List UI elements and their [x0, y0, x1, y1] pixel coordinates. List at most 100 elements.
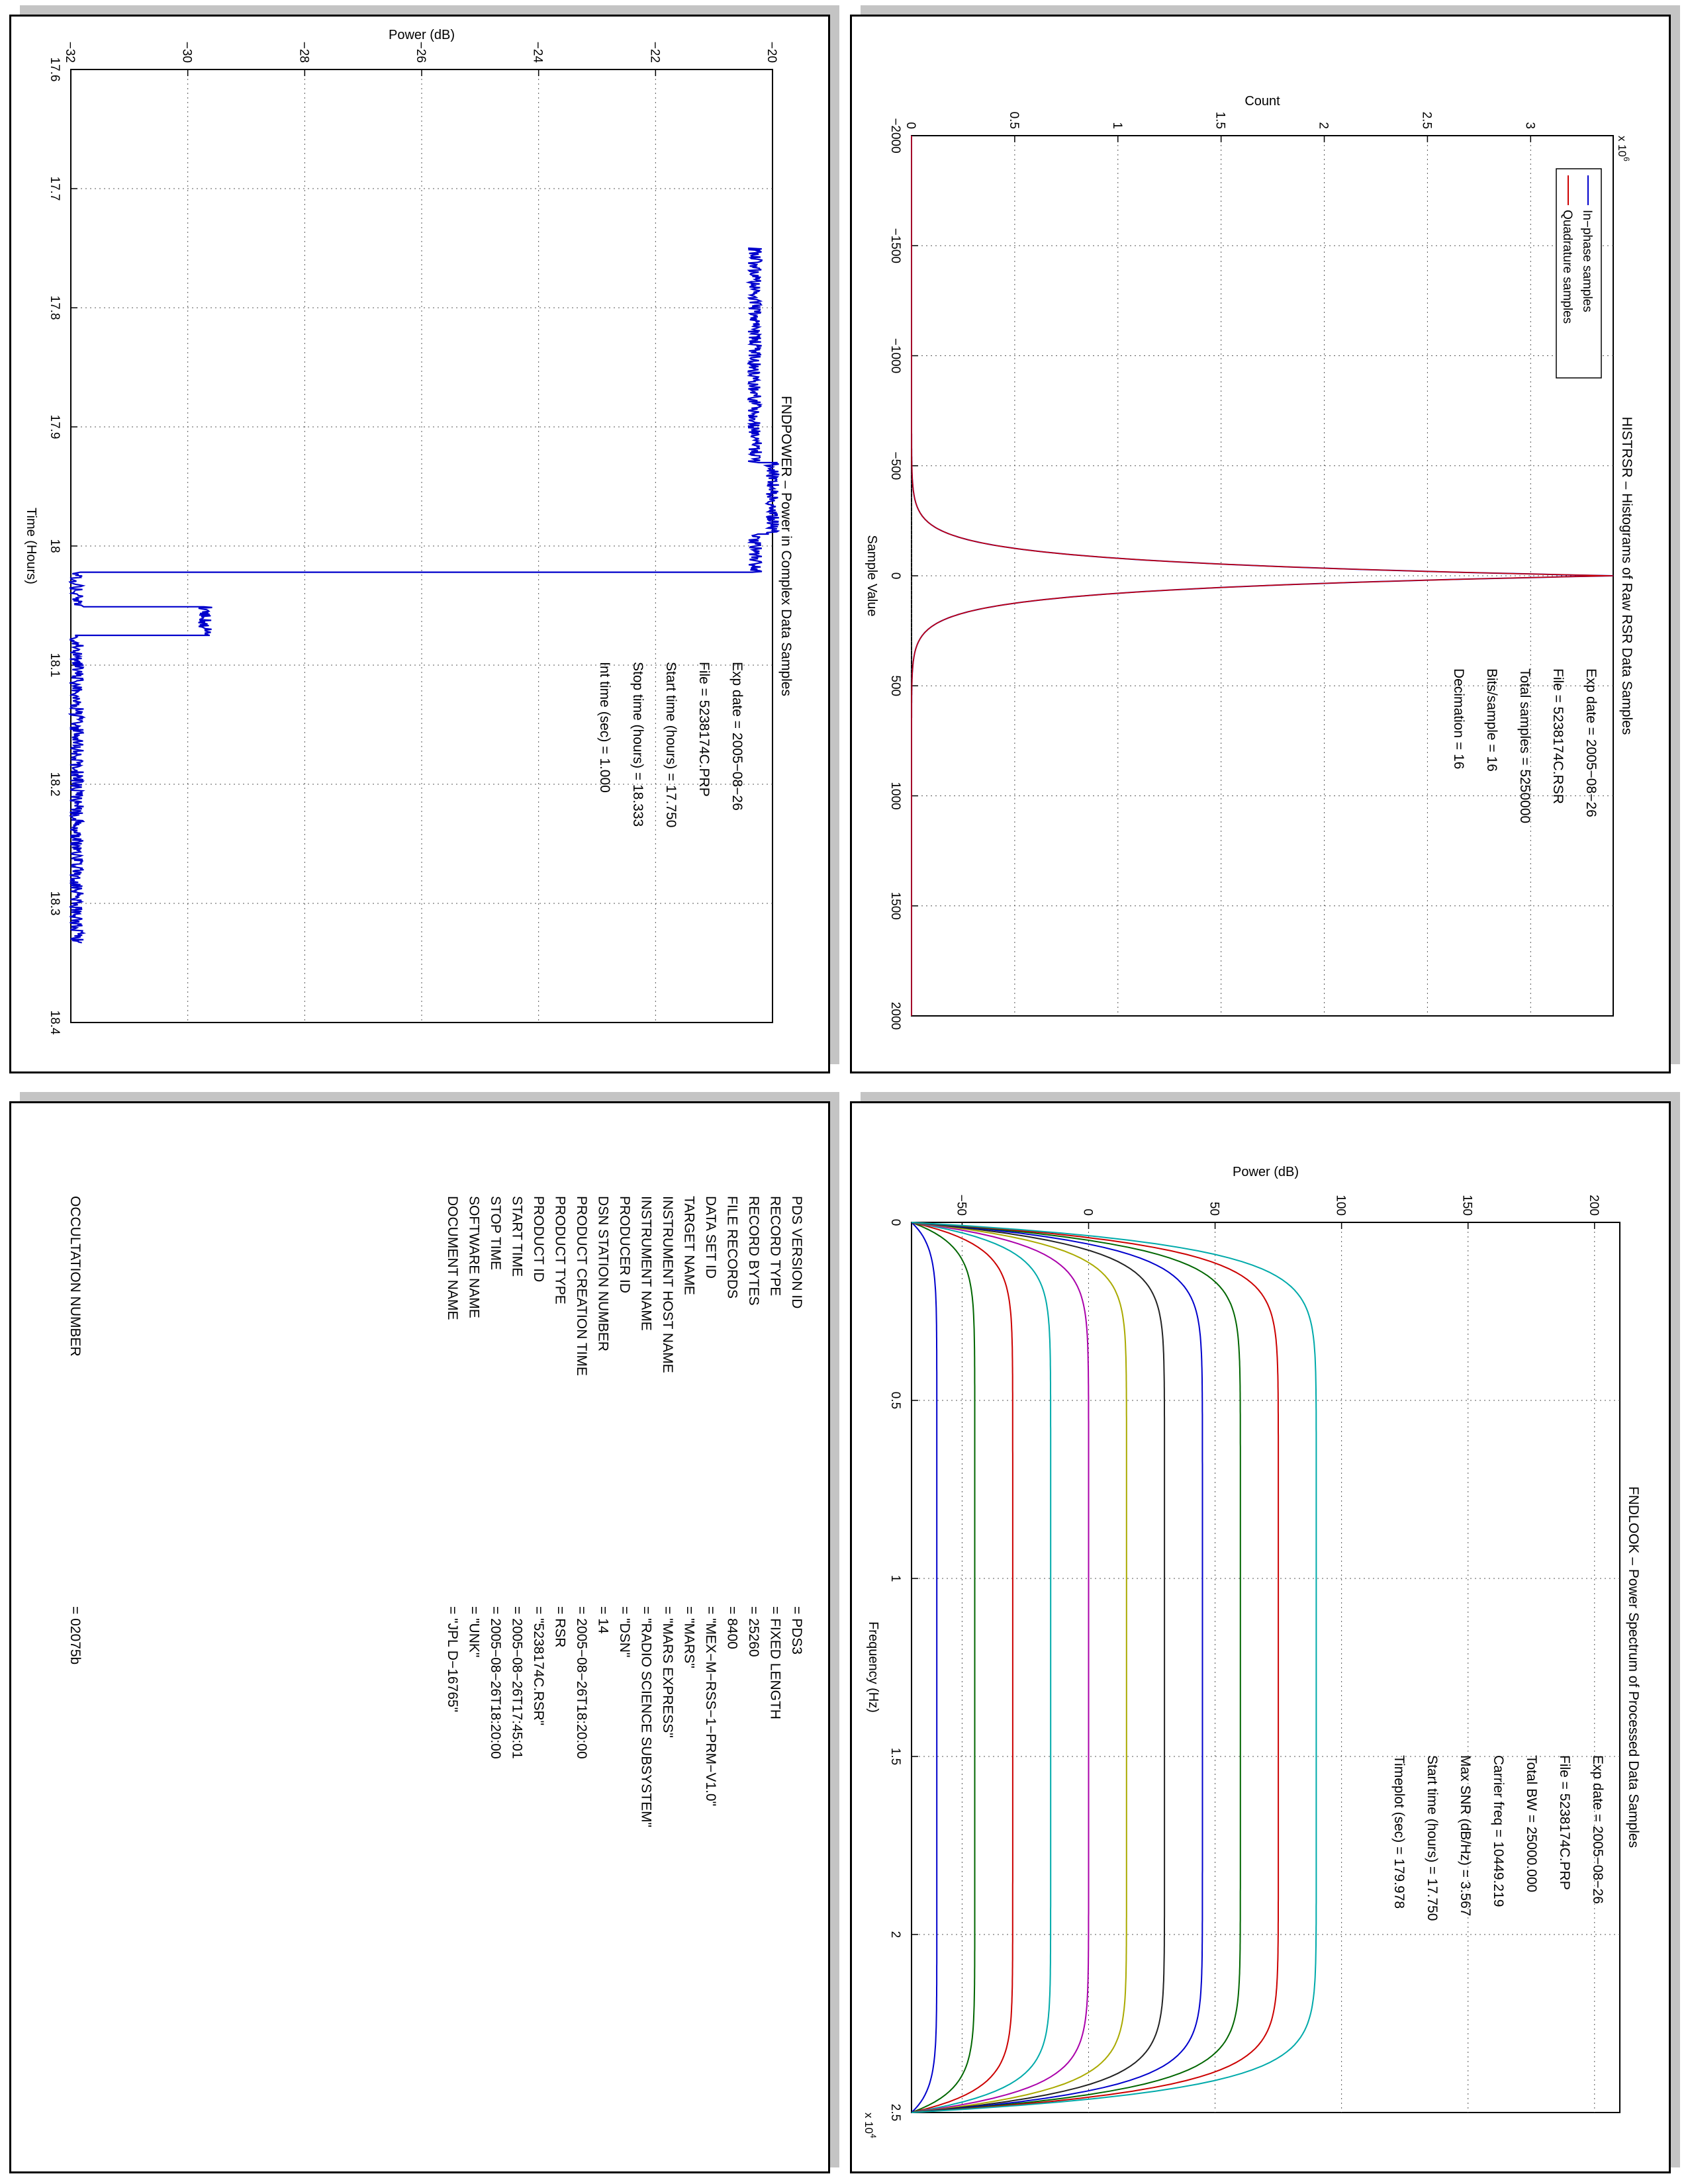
label-field-key: PRODUCT CREATION TIME: [574, 1196, 589, 1376]
power-info: Exp date = 2005−08−26 File = 5238174C.PR…: [597, 662, 745, 827]
x-tick-label: 17.7: [48, 177, 62, 201]
y-tick-label: 2.5: [1419, 112, 1433, 129]
label-field-key: DATA SET ID: [703, 1196, 718, 1279]
x-tick-label: 18: [48, 539, 62, 553]
x-tick-label: 500: [888, 675, 902, 696]
x-tick-label: 1500: [888, 892, 902, 920]
label-field-value: = FIXED LENGTH: [768, 1606, 783, 1719]
power-plot-area: [70, 69, 773, 1023]
spectrum-line: [911, 1222, 1166, 2113]
histogram-info-line: Decimation = 16: [1451, 668, 1466, 769]
power-grid: [71, 69, 773, 1023]
power-info-line: Exp date = 2005−08−26: [729, 662, 745, 811]
y-tick-label: −32: [63, 42, 77, 63]
spectrum-line: [911, 1222, 1090, 2113]
label-field-key: RECORD TYPE: [768, 1196, 783, 1296]
label-fields: PDS VERSION ID = PDS3 RECORD TYPE = FIXED L…: [68, 1196, 804, 1827]
x-tick-label: 0: [888, 1219, 902, 1226]
spectrum-line: [911, 1222, 1013, 2113]
spectrum-exponent: x 104: [863, 2113, 878, 2138]
spectrum-info-line: File = 5238174C.PRP: [1557, 1755, 1572, 1890]
power-info-line: Start time (hours) = 17.750: [663, 662, 679, 827]
spectrum-series: [911, 1222, 1317, 2113]
label-field-key: DSN STATION NUMBER: [596, 1196, 611, 1351]
histogram-plot-area: [911, 135, 1614, 1017]
label-field-value: = 25260: [746, 1606, 761, 1657]
label-listing: PDS VERSION ID = PDS3 RECORD TYPE = FIXED L…: [68, 1196, 804, 1827]
power-info-line: Stop time (hours) = 18.333: [630, 662, 645, 827]
label-field-value: = 2005−08−26T18:20:00: [488, 1606, 503, 1759]
label-field-key: PRODUCT TYPE: [553, 1196, 568, 1304]
label-field-value: = "5238174C.RSR": [531, 1606, 546, 1725]
histogram-chart: −2000 −1500 −1000 −500 0 500 1000 1500 2000 0 0.5 1…: [865, 94, 1634, 1030]
spectrum-line: [911, 1222, 1241, 2113]
histogram-title: HISTRSR – Histograms of Raw RSR Data Sam…: [1619, 417, 1634, 735]
x-tick-label: −1500: [888, 228, 902, 263]
label-field-value: = RSR: [553, 1606, 568, 1647]
spectrum-info-line: Timeplot (sec) = 179.978: [1391, 1755, 1407, 1909]
spectrum-info-line: Total BW = 25000.000: [1524, 1755, 1539, 1892]
label-field-key: STOP TIME: [488, 1196, 503, 1270]
power-series: [68, 247, 780, 944]
legend-label-inphase: In−phase samples: [1580, 210, 1594, 312]
spectrum-info: Exp date = 2005−08−26 File = 5238174C.PR…: [1391, 1755, 1605, 1921]
spectrum-line: [911, 1222, 1203, 2113]
power-info-line: Int time (sec) = 1.000: [597, 662, 612, 793]
histogram-info-line: File = 5238174C.RSR: [1550, 668, 1566, 804]
x-tick-label: 18.1: [48, 653, 62, 678]
x-tick-label: 2000: [888, 1002, 902, 1030]
y-tick-label: 0: [904, 122, 917, 129]
histogram-info-line: Exp date = 2005−08−26: [1583, 668, 1599, 817]
y-tick-label: 200: [1587, 1195, 1601, 1216]
y-tick-label: 0.5: [1007, 112, 1021, 129]
power-ticks: 17.6 17.7 17.8 17.9 18 18.1 18.2 18.3 18.4 −32 −30…: [48, 42, 778, 1035]
x-tick-label: 2.5: [888, 2104, 902, 2121]
spectrum-line: [911, 1222, 1280, 2113]
spectrum-chart: 0 0.5 1 1.5 2 2.5 −50 0 50 100 150 200 FNDLOOK – Po…: [863, 1165, 1641, 2138]
label-field-value: = 2005−08−26T17:45:01: [510, 1606, 525, 1759]
label-field-key: START TIME: [510, 1196, 525, 1277]
x-tick-label: 0: [888, 572, 902, 580]
label-field-value: = PDS3: [789, 1606, 804, 1655]
spectrum-info-line: Max SNR (dB/Hz) = 3.567: [1458, 1755, 1473, 1916]
histogram-page: −2000 −1500 −1000 −500 0 500 1000 1500 2000 0 0.5 1…: [850, 15, 1671, 1073]
label-field-value: = 14: [596, 1606, 611, 1634]
spectrum-info-line: Start time (hours) = 17.750: [1425, 1755, 1440, 1921]
spectrum-line: [911, 1222, 938, 2113]
power-page: 17.6 17.7 17.8 17.9 18 18.1 18.2 18.3 18.4 −32 −30…: [9, 15, 830, 1073]
spectrum-line: [911, 1222, 1052, 2113]
label-field-value: = "UNK": [467, 1606, 482, 1657]
histogram-series: [911, 136, 1614, 1016]
label-field-value: = "MEX−M−RSS−1−PRM−V1.0": [703, 1606, 718, 1806]
histogram-info: Exp date = 2005−08−26 File = 5238174C.RS…: [1451, 668, 1599, 823]
power-title: FNDPOWER – Power in Complex Data Samples: [778, 396, 794, 696]
label-field-value: = "JPL D−16765": [445, 1606, 460, 1712]
label-field-key: DOCUMENT NAME: [445, 1196, 460, 1320]
y-tick-label: 50: [1207, 1202, 1221, 1216]
legend-label-quadrature: Quadrature samples: [1560, 210, 1574, 324]
histogram-xlabel: Sample Value: [865, 535, 879, 616]
spectrum-line: [911, 1222, 976, 2113]
y-tick-label: 0: [1081, 1208, 1095, 1216]
label-field-key: PDS VERSION ID: [789, 1196, 804, 1308]
occultation-key: OCCULTATION NUMBER: [68, 1196, 83, 1357]
label-field-value: = 2005−08−26T18:20:00: [574, 1606, 589, 1759]
histogram-line: [911, 136, 1614, 1016]
label-field-key: INSTRUMENT HOST NAME: [660, 1196, 675, 1373]
x-tick-label: −1000: [888, 338, 902, 373]
occultation-value: = 02075b: [68, 1606, 83, 1664]
spectrum-info-line: Exp date = 2005−08−26: [1590, 1755, 1605, 1904]
x-tick-label: 18.4: [48, 1011, 62, 1035]
label-field-key: RECORD BYTES: [746, 1196, 761, 1306]
y-tick-label: 3: [1523, 122, 1536, 129]
x-tick-label: 1.5: [888, 1748, 902, 1765]
histogram-ylabel: Count: [1244, 94, 1280, 109]
x-tick-label: 18.2: [48, 772, 62, 797]
x-tick-label: 18.3: [48, 891, 62, 916]
spectrum-line: [911, 1222, 1127, 2113]
spectrum-info-line: Carrier freq = 10449.219: [1491, 1755, 1506, 1907]
x-tick-label: 2: [888, 1931, 902, 1938]
y-tick-label: −50: [954, 1195, 968, 1216]
label-field-key: PRODUCT ID: [531, 1196, 546, 1282]
y-tick-label: 1: [1110, 122, 1124, 129]
